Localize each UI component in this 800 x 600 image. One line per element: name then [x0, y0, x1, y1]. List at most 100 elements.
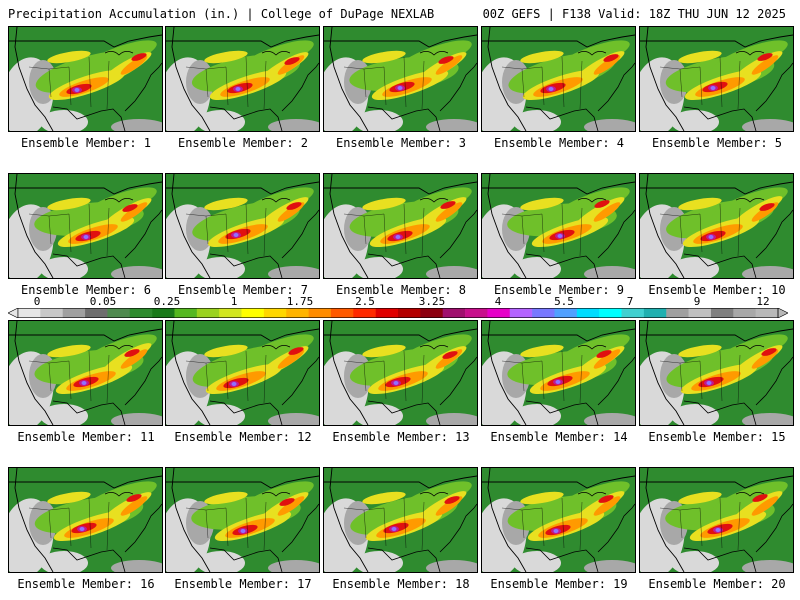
precip-map [9, 174, 162, 278]
ensemble-member-label: Ensemble Member: 11 [17, 430, 155, 444]
ensemble-panel [165, 173, 320, 279]
ensemble-panel [323, 320, 478, 426]
precip-map [324, 321, 477, 425]
colorbar-segment [241, 308, 265, 318]
colorbar-segment [733, 308, 756, 318]
colorbar-label: 3.25 [418, 295, 446, 308]
precip-map [9, 468, 162, 572]
colorbar-segment [755, 308, 779, 318]
ensemble-panel [639, 467, 794, 573]
ensemble-member-label: Ensemble Member: 8 [335, 283, 467, 297]
ensemble-member-label: Ensemble Member: 13 [332, 430, 470, 444]
colorbar-segment [576, 308, 600, 318]
colorbar-label: 4 [494, 295, 502, 308]
colorbar-segment [308, 308, 332, 318]
precip-map [482, 27, 635, 131]
ensemble-member-label: Ensemble Member: 19 [490, 577, 628, 591]
colorbar-segment [688, 308, 712, 318]
colorbar-segment [18, 308, 41, 318]
colorbar-label: 0.25 [153, 295, 181, 308]
ensemble-member-label: Ensemble Member: 2 [177, 136, 309, 150]
ensemble-member-label: Ensemble Member: 17 [174, 577, 312, 591]
colorbar-segment [219, 308, 242, 318]
colorbar-segment [398, 308, 421, 318]
precip-map [166, 174, 319, 278]
precip-map [482, 468, 635, 572]
precip-map [166, 468, 319, 572]
colorbar-segment [599, 308, 622, 318]
colorbar-segment [442, 308, 466, 318]
ensemble-panel [323, 26, 478, 132]
ensemble-member-label: Ensemble Member: 14 [490, 430, 628, 444]
precip-map [482, 174, 635, 278]
colorbar-max-arrow [777, 308, 788, 318]
ensemble-panel [8, 173, 163, 279]
ensemble-panel [8, 320, 163, 426]
precip-map [640, 468, 793, 572]
colorbar-label: 9 [693, 295, 701, 308]
colorbar-label: 5.5 [554, 295, 574, 308]
colorbar-segment [621, 308, 645, 318]
ensemble-panel [165, 26, 320, 132]
colorbar-segment [263, 308, 287, 318]
colorbar-label: 2.5 [355, 295, 375, 308]
precip-map [324, 27, 477, 131]
ensemble-panel [8, 26, 163, 132]
map-title: Precipitation Accumulation (in.) | Colle… [8, 7, 435, 21]
ensemble-member-label: Ensemble Member: 4 [493, 136, 625, 150]
run-info: 00Z GEFS | F138 Valid: 18Z THU JUN 12 20… [482, 7, 786, 21]
colorbar-min-arrow [8, 308, 19, 318]
precip-map [482, 321, 635, 425]
colorbar-label: 1 [230, 295, 238, 308]
precip-map [640, 27, 793, 131]
ensemble-member-label: Ensemble Member: 16 [17, 577, 155, 591]
colorbar-segment [420, 308, 444, 318]
ensemble-panel [639, 173, 794, 279]
precip-map [9, 27, 162, 131]
colorbar-segment [509, 308, 533, 318]
ensemble-panel [639, 26, 794, 132]
colorbar-segment [487, 308, 511, 318]
ensemble-panel [639, 320, 794, 426]
ensemble-member-label: Ensemble Member: 9 [493, 283, 625, 297]
colorbar-segment [666, 308, 689, 318]
ensemble-member-label: Ensemble Member: 1 [20, 136, 152, 150]
ensemble-panel [165, 320, 320, 426]
colorbar-segment [196, 308, 220, 318]
colorbar-label: 0.05 [89, 295, 117, 308]
ensemble-panel [323, 467, 478, 573]
colorbar-segment [643, 308, 667, 318]
ensemble-panel [323, 173, 478, 279]
colorbar-segment [554, 308, 578, 318]
ensemble-member-label: Ensemble Member: 12 [174, 430, 312, 444]
ensemble-panel [481, 320, 636, 426]
colorbar-segment [174, 308, 198, 318]
precip-map [640, 174, 793, 278]
colorbar-segment [85, 308, 108, 318]
color-scale-bar [8, 308, 788, 318]
colorbar-segment [129, 308, 153, 318]
ensemble-member-label: Ensemble Member: 6 [20, 283, 152, 297]
ensemble-member-label: Ensemble Member: 18 [332, 577, 470, 591]
colorbar-label: 0 [33, 295, 41, 308]
ensemble-panel [481, 173, 636, 279]
precip-map [9, 321, 162, 425]
ensemble-member-label: Ensemble Member: 7 [177, 283, 309, 297]
colorbar-segment [152, 308, 175, 318]
colorbar-segment [353, 308, 376, 318]
colorbar-segment [62, 308, 86, 318]
colorbar-segment [107, 308, 131, 318]
ensemble-panel [481, 467, 636, 573]
colorbar-segment [40, 308, 64, 318]
colorbar-label: 12 [756, 295, 770, 308]
colorbar-segment [375, 308, 399, 318]
ensemble-member-label: Ensemble Member: 20 [648, 577, 786, 591]
precip-map [166, 321, 319, 425]
ensemble-member-label: Ensemble Member: 15 [648, 430, 786, 444]
precip-map [324, 174, 477, 278]
precip-map [166, 27, 319, 131]
ensemble-panel [165, 467, 320, 573]
colorbar-segment [465, 308, 488, 318]
ensemble-panel [481, 26, 636, 132]
colorbar-label: 1.75 [286, 295, 314, 308]
